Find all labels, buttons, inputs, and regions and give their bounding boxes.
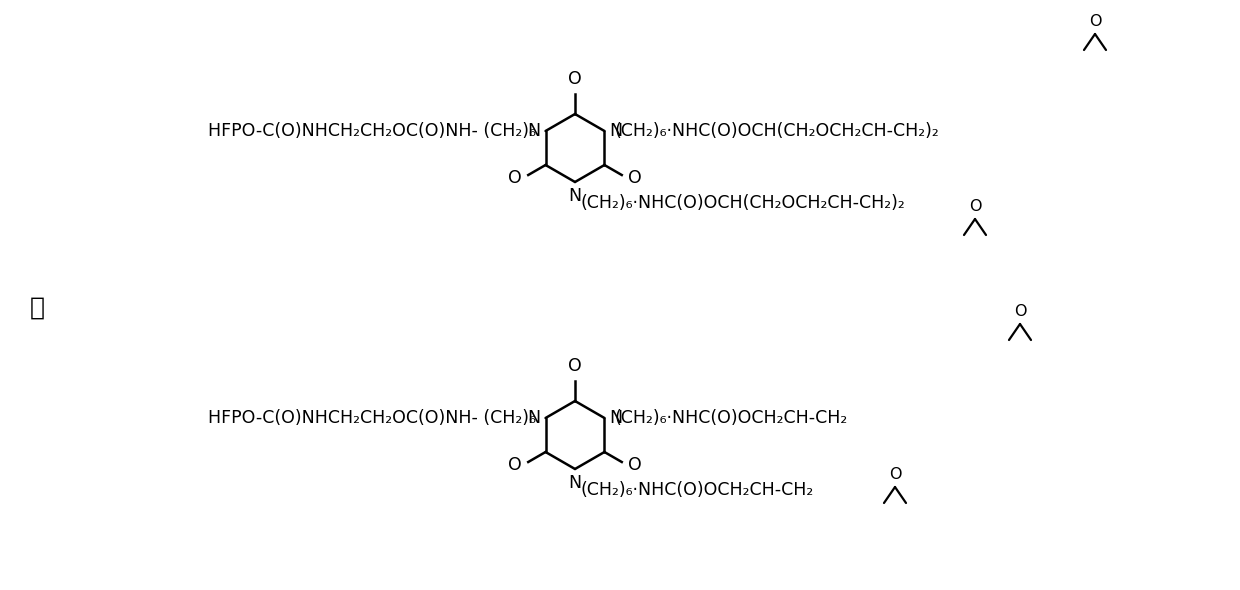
Text: O: O <box>627 169 641 187</box>
Text: (CH₂)₆·NHC(O)OCH₂CH-CH₂: (CH₂)₆·NHC(O)OCH₂CH-CH₂ <box>580 481 813 499</box>
Text: O: O <box>508 169 522 187</box>
Text: N: N <box>568 474 582 492</box>
Text: O: O <box>889 467 901 482</box>
Text: O: O <box>568 357 582 375</box>
Text: HFPO-C(O)NHCH₂CH₂OC(O)NH- (CH₂)₆: HFPO-C(O)NHCH₂CH₂OC(O)NH- (CH₂)₆ <box>207 122 536 140</box>
Text: N: N <box>527 122 541 140</box>
Text: (CH₂)₆·NHC(O)OCH(CH₂OCH₂CH-CH₂)₂: (CH₂)₆·NHC(O)OCH(CH₂OCH₂CH-CH₂)₂ <box>615 122 939 140</box>
Text: O: O <box>508 456 522 474</box>
Text: N: N <box>609 409 622 427</box>
Text: N: N <box>527 409 541 427</box>
Text: O: O <box>968 199 981 214</box>
Text: 和: 和 <box>30 296 45 320</box>
Text: HFPO-C(O)NHCH₂CH₂OC(O)NH- (CH₂)₆: HFPO-C(O)NHCH₂CH₂OC(O)NH- (CH₂)₆ <box>207 409 536 427</box>
Text: O: O <box>568 70 582 88</box>
Text: N: N <box>609 122 622 140</box>
Text: O: O <box>627 456 641 474</box>
Text: O: O <box>1089 14 1101 29</box>
Text: (CH₂)₆·NHC(O)OCH(CH₂OCH₂CH-CH₂)₂: (CH₂)₆·NHC(O)OCH(CH₂OCH₂CH-CH₂)₂ <box>580 194 905 212</box>
Text: O: O <box>1014 304 1027 319</box>
Text: (CH₂)₆·NHC(O)OCH₂CH-CH₂: (CH₂)₆·NHC(O)OCH₂CH-CH₂ <box>615 409 848 427</box>
Text: N: N <box>568 187 582 205</box>
